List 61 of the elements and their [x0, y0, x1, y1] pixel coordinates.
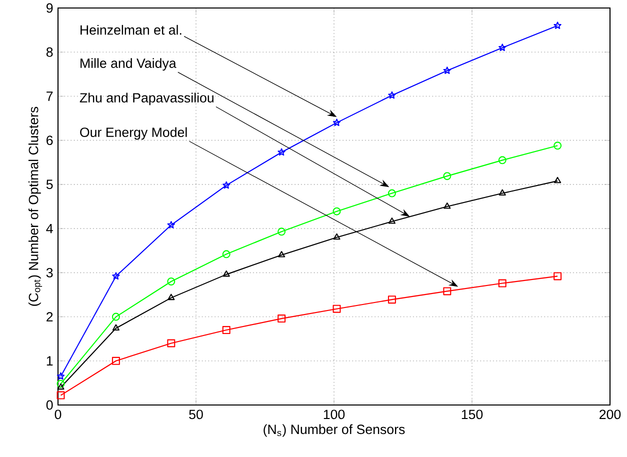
point: [443, 287, 452, 296]
x-tick-label: 100: [324, 410, 345, 420]
point: [56, 391, 65, 400]
y-tick-label: 9: [46, 3, 53, 13]
point: [332, 207, 341, 216]
point: [222, 326, 230, 334]
point: [57, 383, 64, 390]
point: [498, 279, 506, 288]
point: [554, 142, 562, 150]
point: [554, 22, 562, 29]
point: [498, 189, 506, 196]
y-tick-label: 4: [46, 224, 53, 234]
annotation: Our Energy Model: [80, 127, 187, 140]
y-tick-label: 7: [46, 92, 53, 101]
annotation: Mille and Vaidya: [80, 58, 176, 71]
y-tick-label: 8: [46, 47, 53, 57]
point: [498, 156, 506, 164]
point: [112, 312, 120, 321]
point: [56, 380, 65, 388]
point: [278, 228, 286, 236]
point: [168, 294, 175, 300]
x-tick-label: 0: [54, 410, 62, 420]
y-axis-title: (C$_{opt}$) Number of Optimal Clusters: [28, 106, 42, 306]
y-tick-label: 6: [46, 136, 53, 146]
point: [278, 251, 286, 258]
x-axis-title: (N$_{s}$) Number of Sensors: [264, 424, 405, 437]
y-tick-label: 5: [46, 180, 53, 190]
annotation: Zhu and Papavassiliou: [80, 92, 214, 106]
point: [498, 44, 506, 52]
point: [388, 189, 396, 198]
y-tick-label: 1: [46, 356, 53, 366]
y-tick-label: 0: [46, 400, 53, 410]
point: [388, 91, 396, 99]
annotation: Heinzelman et al.: [80, 24, 182, 35]
point: [167, 277, 176, 286]
x-tick-label: 150: [462, 410, 483, 420]
point: [554, 272, 562, 280]
point: [167, 339, 176, 348]
point: [554, 176, 562, 184]
point: [222, 270, 230, 277]
point: [444, 202, 451, 209]
point: [388, 296, 396, 304]
point: [222, 181, 230, 189]
point: [112, 272, 120, 280]
y-tick-label: 3: [46, 268, 53, 278]
point: [167, 221, 175, 228]
point: [222, 250, 230, 258]
point: [56, 372, 65, 380]
point: [388, 218, 396, 224]
point: [443, 172, 452, 180]
point: [112, 324, 120, 331]
point: [333, 233, 340, 240]
point: [332, 118, 341, 126]
y-tick-label: 2: [46, 312, 53, 322]
point: [278, 148, 286, 156]
x-tick-label: 200: [600, 410, 621, 420]
x-tick-label: 50: [189, 410, 203, 420]
point: [443, 66, 451, 74]
point: [332, 304, 341, 313]
point: [112, 356, 120, 365]
point: [278, 314, 286, 323]
